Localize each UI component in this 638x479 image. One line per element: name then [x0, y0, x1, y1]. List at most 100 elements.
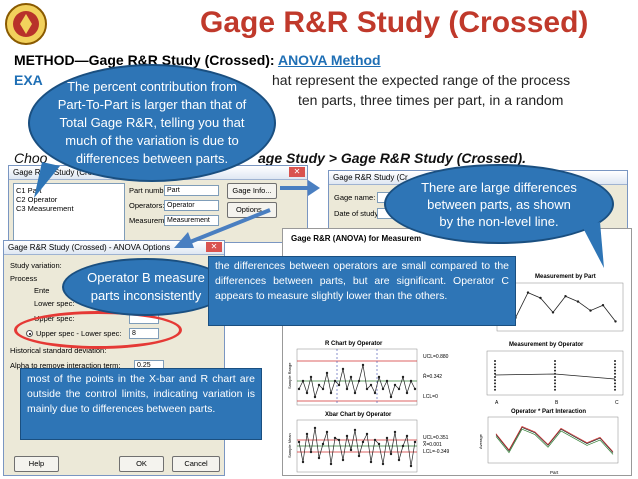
cancel-button[interactable]: Cancel	[172, 456, 220, 472]
gage-name-label: Gage name:	[334, 193, 376, 202]
chart-point	[554, 382, 556, 385]
chart-point	[494, 360, 496, 362]
info-title: Gage R&R Study (Cr	[333, 173, 408, 182]
chart-point	[305, 391, 309, 395]
close-icon[interactable]: ✕	[206, 242, 222, 252]
enter-label: Ente	[34, 286, 50, 295]
xbar-chart-title: Xbar Chart by Operator	[325, 412, 392, 418]
column-item[interactable]: C1 Part	[16, 186, 42, 195]
chart-point	[305, 432, 309, 436]
xbar-ucl-label: UCL=0.351	[423, 435, 449, 441]
arrow-diagonal-icon	[189, 208, 271, 244]
xbar-chart: Sample Mean	[287, 419, 418, 473]
chart-point	[554, 369, 556, 372]
r-lcl-label: LCL=0	[423, 394, 438, 400]
avg-ylabel: Average	[478, 433, 483, 449]
gage-info-button[interactable]: Gage Info...	[227, 183, 277, 199]
chart-point	[301, 379, 305, 383]
chart-point	[337, 383, 341, 387]
chart-point	[614, 363, 616, 366]
chart-point	[413, 440, 417, 444]
chart-point	[554, 360, 556, 362]
study-variation-label: Study variation:	[10, 261, 62, 270]
chart-point	[369, 460, 373, 464]
example-text-2: ten parts, three times per part, in a ra…	[298, 92, 564, 108]
choose-text: age Study > Gage R&R Study (Crossed).	[258, 150, 526, 166]
chart-point	[313, 395, 317, 399]
chart-point	[385, 379, 389, 383]
r-chart-title: R Chart by Operator	[325, 341, 383, 347]
part-mean-line	[502, 292, 616, 322]
chart-point	[614, 385, 616, 388]
chart-point	[397, 387, 401, 391]
bubble-tail-icon	[34, 162, 60, 198]
chart-point	[405, 391, 409, 395]
chart-point	[365, 387, 369, 391]
chart-point	[353, 391, 357, 395]
measurement-field[interactable]: Measurement	[164, 215, 219, 226]
chart-point	[361, 363, 365, 367]
method-line: METHOD—Gage R&R Study (Crossed): ANOVA M…	[14, 52, 381, 68]
chart-point	[309, 375, 313, 379]
chart-point	[614, 372, 616, 375]
chart-point	[317, 456, 321, 460]
chart-point	[409, 379, 413, 383]
chart-point	[333, 436, 337, 440]
arrowhead-icon	[174, 232, 194, 248]
lower-spec-label: Lower spec:	[34, 299, 75, 308]
chart-point	[397, 458, 401, 462]
chart-point	[494, 372, 496, 375]
chart-point	[373, 438, 377, 442]
control-limits-box: most of the points in the X-bar and R ch…	[20, 368, 262, 440]
operators-field[interactable]: Operator	[164, 200, 219, 211]
chart-point	[413, 387, 417, 391]
column-item[interactable]: C2 Operator	[16, 195, 58, 204]
chart-point	[614, 360, 616, 362]
chart-point	[601, 304, 605, 307]
operators-label: Operators:	[129, 201, 165, 210]
chart-point	[381, 462, 385, 466]
column-item[interactable]: C3 Measurement	[16, 204, 74, 213]
chart-point	[329, 462, 333, 466]
help-button[interactable]: Help	[14, 456, 59, 472]
chart-point	[321, 442, 325, 446]
chart-point	[494, 369, 496, 372]
column-list[interactable]: C1 Part C2 Operator C3 Measurement	[13, 183, 125, 241]
method-prefix: METHOD—Gage R&R Study (Crossed):	[14, 52, 278, 68]
part-xlabel: Part	[550, 470, 559, 475]
chart-point	[345, 387, 349, 391]
chart-point	[494, 382, 496, 385]
chart-point	[589, 309, 592, 312]
chart-point	[614, 382, 616, 385]
chart-point	[309, 450, 313, 454]
xbar-series-line	[298, 427, 416, 467]
anova-method-link[interactable]: ANOVA Method	[277, 52, 381, 68]
chart-point	[393, 383, 397, 387]
chart-point	[365, 432, 369, 436]
chart-point	[329, 391, 333, 395]
chart-point	[494, 379, 496, 382]
chart-point	[325, 430, 329, 434]
part-numbers-field[interactable]: Part	[164, 185, 219, 196]
chart-point	[301, 460, 305, 464]
chart-point	[494, 366, 496, 369]
chart-point	[401, 444, 405, 448]
chart-point	[341, 367, 345, 371]
chart-point	[345, 434, 349, 438]
by-part-chart	[496, 282, 624, 332]
anova-titlebar: Gage R&R Study (Crossed) - ANOVA Options…	[4, 241, 224, 255]
chart-point	[385, 436, 389, 440]
close-icon[interactable]: ✕	[289, 167, 305, 177]
chart-point	[539, 296, 542, 300]
chart-point	[337, 438, 341, 442]
chart-point	[297, 440, 301, 444]
chart-point	[526, 291, 530, 294]
chart-point	[401, 375, 405, 379]
ok-button[interactable]: OK	[119, 456, 164, 472]
chart-point	[576, 300, 580, 303]
chart-point	[357, 379, 361, 383]
interaction-title: Operator * Part Interaction	[511, 409, 587, 415]
chart-point	[393, 430, 397, 434]
part-differences-bubble: There are large differences between part…	[384, 164, 614, 244]
by-operator-title: Measurement by Operator	[509, 342, 584, 348]
